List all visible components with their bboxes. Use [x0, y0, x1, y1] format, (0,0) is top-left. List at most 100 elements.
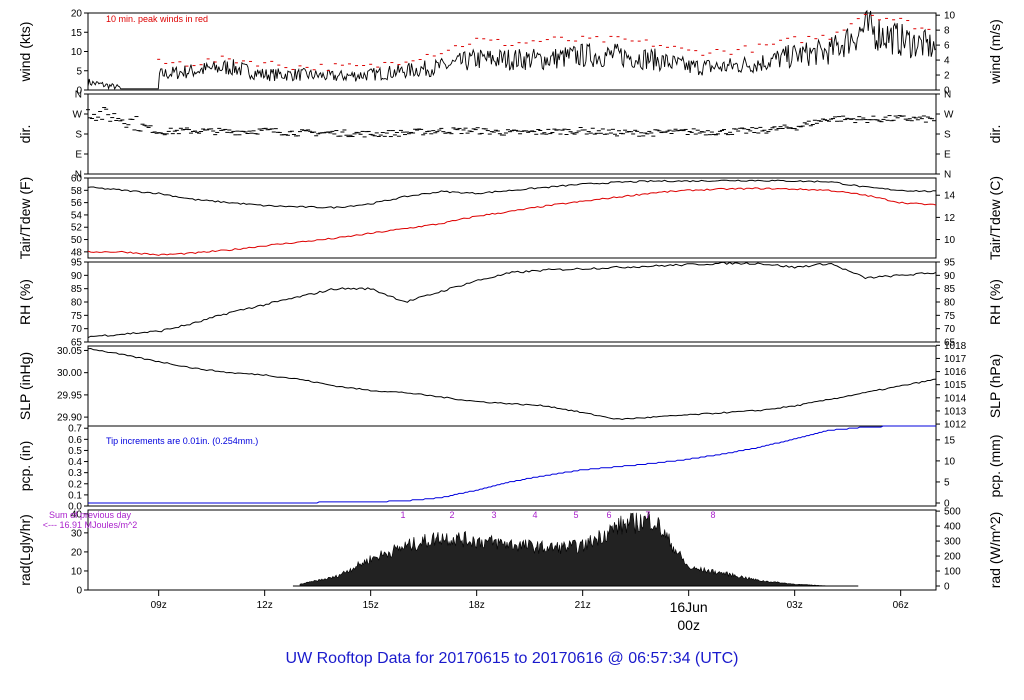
rad-right-tick-label: 500: [944, 507, 961, 518]
temp-left-tick-label: 52: [71, 223, 83, 234]
wind-right-tick-label: 4: [944, 56, 950, 67]
slp-left-tick-label: 30.05: [57, 346, 82, 357]
x-tick-label: 03z: [787, 600, 803, 611]
x-tick-label: 18z: [469, 600, 485, 611]
slp-ylabel-left: SLP (inHg): [17, 352, 33, 420]
x-date-hour: 00z: [677, 617, 700, 633]
slp-right-tick-label: 1015: [944, 380, 967, 391]
dir-right-tick-label: N: [944, 90, 951, 101]
temp-right-tick-label: 14: [944, 191, 956, 202]
wind-left-tick-label: 20: [71, 9, 83, 20]
dir-left-tick-label: N: [75, 90, 82, 101]
rh-series-line: [87, 261, 937, 339]
dir-left-tick-label: S: [75, 130, 82, 141]
pcp-series-line: [88, 425, 936, 504]
panel-frame-wind: [87, 12, 937, 91]
dir-right-tick-label: S: [944, 130, 951, 141]
rad-left-tick-label: 20: [71, 547, 83, 558]
rad-marker-6: 6: [606, 510, 611, 520]
slp-left-tick-label: 30.00: [57, 368, 82, 379]
rh-ylabel-right: RH (%): [987, 279, 1003, 325]
wind-right-tick-label: 6: [944, 41, 950, 52]
wind-note: 10 min. peak winds in red: [106, 14, 208, 24]
dir-left-tick-label: N: [75, 170, 82, 181]
rad-left-tick-label: 40: [71, 509, 83, 520]
temp-ylabel-right: Tair/Tdew (C): [987, 176, 1003, 260]
rad-left-tick-label: 30: [71, 528, 83, 539]
pcp-right-tick-label: 10: [944, 456, 956, 467]
wind-left-tick-label: 15: [71, 28, 83, 39]
rad-marker-2: 2: [449, 510, 454, 520]
temp-left-tick-label: 50: [71, 235, 83, 246]
x-tick-label: 06z: [893, 600, 909, 611]
slp-right-tick-label: 1012: [944, 420, 967, 431]
panel-frame-temp: [87, 177, 937, 259]
rad-right-tick-label: 100: [944, 567, 961, 578]
temp-left-tick-label: 48: [71, 247, 83, 258]
wind-left-tick-label: 10: [71, 47, 83, 58]
temp-left-tick-label: 60: [71, 174, 83, 185]
pcp-left-tick-label: 0.3: [68, 468, 82, 479]
slp-right-tick-label: 1013: [944, 406, 967, 417]
rh-left-tick-label: 85: [71, 284, 83, 295]
slp-left-tick-label: 29.90: [57, 413, 82, 424]
x-tick-label: 21z: [575, 600, 591, 611]
panel-frame-rh: [87, 261, 937, 343]
temp-ylabel-left: Tair/Tdew (F): [17, 177, 33, 259]
wind-left-tick-label: 5: [76, 66, 82, 77]
rad-note-value: <--- 16.91 MJoules/m^2: [43, 520, 138, 530]
pcp-left-tick-label: 0.4: [68, 457, 82, 468]
panel-frame-rad: [87, 509, 937, 591]
dir-ylabel-left: dir.: [17, 125, 33, 144]
rad-right-tick-label: 300: [944, 537, 961, 548]
slp-left-tick-label: 29.95: [57, 390, 82, 401]
pcp-left-tick-label: 0.7: [68, 424, 82, 435]
rad-left-tick-label: 10: [71, 566, 83, 577]
rad-ylabel-left: rad(Lgly/hr): [17, 514, 33, 586]
pcp-note: Tip increments are 0.01in. (0.254mm.): [106, 436, 258, 446]
pcp-right-tick-label: 15: [944, 435, 956, 446]
rh-right-tick-label: 95: [944, 258, 956, 269]
rh-ylabel-left: RH (%): [17, 279, 33, 325]
pcp-ylabel-left: pcp. (in): [17, 441, 33, 492]
temp-left-tick-label: 56: [71, 198, 83, 209]
dir-left-tick-label: E: [75, 150, 82, 161]
slp-series-line: [87, 347, 937, 421]
wind-ylabel-right: wind (m/s): [987, 19, 1003, 85]
rh-left-tick-label: 65: [71, 338, 83, 349]
rh-right-tick-label: 65: [944, 338, 956, 349]
rh-right-tick-label: 80: [944, 298, 956, 309]
dir-right-tick-label: W: [944, 110, 954, 121]
temp-series-tair: [87, 179, 937, 209]
rad-marker-5: 5: [573, 510, 578, 520]
rh-left-tick-label: 95: [71, 258, 83, 269]
temp-series-tdew: [87, 187, 937, 256]
temp-left-tick-label: 54: [71, 210, 83, 221]
rh-left-tick-label: 75: [71, 311, 83, 322]
slp-right-tick-label: 1018: [944, 341, 967, 352]
rh-left-tick-label: 80: [71, 298, 83, 309]
rad-series-area: [299, 510, 848, 587]
temp-right-tick-label: 12: [944, 213, 956, 224]
dir-right-tick-label: N: [944, 170, 951, 181]
wind-right-tick-label: 2: [944, 71, 950, 82]
x-tick-label: 15z: [363, 600, 379, 611]
rh-left-tick-label: 70: [71, 324, 83, 335]
pcp-right-tick-label: 0: [944, 499, 950, 510]
rad-right-tick-label: 200: [944, 552, 961, 563]
pcp-left-tick-label: 0.2: [68, 479, 82, 490]
rh-right-tick-label: 75: [944, 311, 956, 322]
wind-right-tick-label: 8: [944, 26, 950, 37]
wind-series-line: [87, 9, 937, 91]
panel-frame-slp: [87, 345, 937, 427]
figure-title: UW Rooftop Data for 20170615 to 20170616…: [285, 650, 739, 667]
pcp-right-tick-label: 5: [944, 477, 950, 488]
dir-ylabel-right: dir.: [987, 125, 1003, 144]
slp-right-tick-label: 1014: [944, 393, 967, 404]
slp-ylabel-right: SLP (hPa): [987, 354, 1003, 418]
slp-right-tick-label: 1016: [944, 367, 967, 378]
rad-marker-7: 7: [645, 510, 650, 520]
x-date-label: 16Jun: [670, 599, 708, 615]
rad-right-tick-label: 400: [944, 522, 961, 533]
